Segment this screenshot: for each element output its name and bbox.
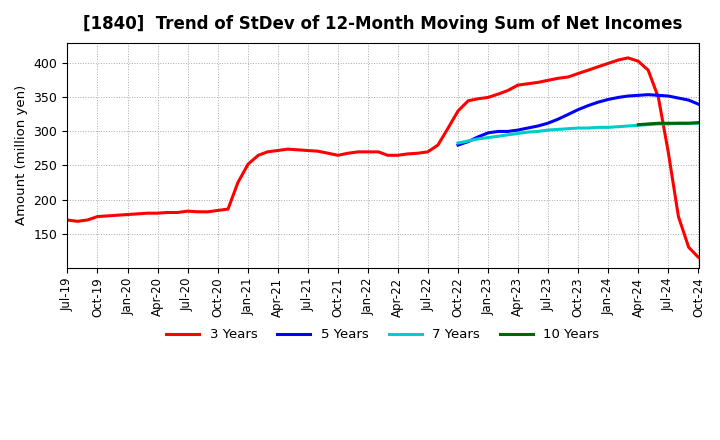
Line: 3 Years: 3 Years — [67, 58, 698, 257]
Line: 5 Years: 5 Years — [458, 95, 698, 145]
Y-axis label: Amount (million yen): Amount (million yen) — [15, 85, 28, 225]
Line: 10 Years: 10 Years — [639, 123, 698, 125]
Legend: 3 Years, 5 Years, 7 Years, 10 Years: 3 Years, 5 Years, 7 Years, 10 Years — [161, 323, 605, 346]
Line: 7 Years: 7 Years — [458, 123, 698, 143]
Title: [1840]  Trend of StDev of 12-Month Moving Sum of Net Incomes: [1840] Trend of StDev of 12-Month Moving… — [83, 15, 683, 33]
